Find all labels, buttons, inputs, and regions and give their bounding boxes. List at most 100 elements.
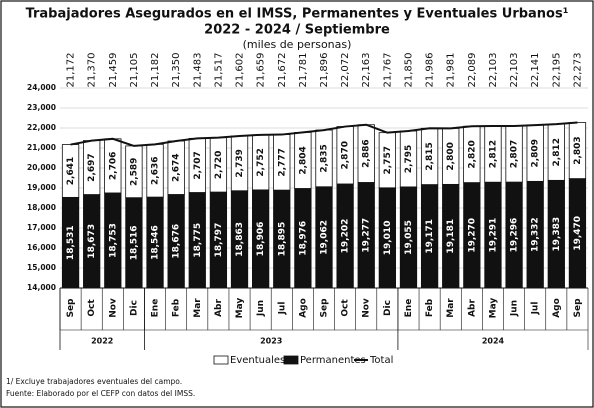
y-tick-label: 16,000 <box>27 243 56 252</box>
total-label: 21,981 <box>446 53 457 88</box>
x-tick-label: May <box>488 298 498 319</box>
total-label: 21,483 <box>192 53 203 88</box>
data-label: 19,277 <box>362 218 372 253</box>
total-label: 21,672 <box>277 53 288 88</box>
data-label: 2,870 <box>341 141 351 169</box>
x-tick-label: Jun <box>256 300 266 317</box>
x-tick-label: Dic <box>383 300 393 316</box>
data-label: 19,383 <box>552 217 562 252</box>
chart-title: Trabajadores Asegurados en el IMSS, Perm… <box>26 7 569 22</box>
total-label: 21,986 <box>425 53 436 88</box>
total-label: 21,767 <box>382 53 393 88</box>
data-label: 18,797 <box>214 223 224 258</box>
total-label: 21,182 <box>150 53 161 88</box>
legend-label: Total <box>369 355 393 366</box>
data-label: 18,775 <box>193 223 203 258</box>
data-label: 19,171 <box>425 219 435 254</box>
total-label: 22,163 <box>361 53 372 88</box>
data-label: 2,800 <box>446 142 456 170</box>
data-label: 19,181 <box>446 219 456 254</box>
data-label: 19,332 <box>531 217 541 252</box>
total-label: 21,517 <box>213 53 224 88</box>
chart-subtitle: 2022 - 2024 / Septiembre <box>204 23 390 38</box>
total-line <box>70 121 578 147</box>
x-tick-label: Ago <box>552 298 562 318</box>
data-label: 18,976 <box>298 221 308 256</box>
data-label: 2,777 <box>277 148 287 176</box>
data-label: 18,546 <box>151 225 161 260</box>
total-label: 22,273 <box>572 53 583 88</box>
x-tick-label: Abr <box>214 299 224 317</box>
x-tick-label: Ene <box>151 299 161 318</box>
data-label: 2,720 <box>214 151 224 179</box>
legend-swatch <box>283 355 299 365</box>
data-label: 19,470 <box>573 216 583 251</box>
data-label: 2,589 <box>129 158 139 186</box>
data-label: 2,752 <box>256 148 266 176</box>
y-tick-label: 20,000 <box>27 163 56 172</box>
data-label: 2,707 <box>193 151 203 179</box>
x-tick-label: Mar <box>193 298 203 318</box>
y-tick-label: 14,000 <box>27 283 56 292</box>
data-label: 2,812 <box>552 138 562 166</box>
total-label: 22,195 <box>551 53 562 88</box>
data-label: 18,753 <box>108 223 118 258</box>
data-label: 2,739 <box>235 149 245 177</box>
data-label: 2,636 <box>151 156 161 184</box>
total-label: 21,781 <box>298 53 309 88</box>
x-tick-label: Sep <box>573 298 583 318</box>
x-tick-label: Nov <box>362 298 372 318</box>
total-label: 21,459 <box>108 53 119 88</box>
data-label: 18,906 <box>256 222 266 257</box>
y-tick-label: 24,000 <box>27 83 56 92</box>
total-label: 21,105 <box>129 53 140 88</box>
data-label: 18,863 <box>235 222 245 257</box>
data-label: 2,835 <box>320 144 330 172</box>
x-tick-label: Jul <box>277 302 287 316</box>
footnote: 1/ Excluye trabajadores eventuales del c… <box>6 377 182 386</box>
total-label: 21,896 <box>319 53 330 88</box>
data-label: 19,270 <box>467 218 477 253</box>
footnote: Fuente: Elaborado por el CEFP con datos … <box>6 389 195 398</box>
legend-label: Permanentes <box>300 355 366 366</box>
data-label: 2,809 <box>531 139 541 167</box>
legend-swatch <box>213 355 229 365</box>
y-tick-label: 18,000 <box>27 203 56 212</box>
data-label: 2,812 <box>488 140 498 168</box>
total-label: 22,072 <box>340 53 351 88</box>
group-label: 2022 <box>91 337 113 346</box>
total-label: 21,172 <box>66 53 77 88</box>
data-label: 18,673 <box>87 224 97 259</box>
data-label: 18,531 <box>66 225 76 260</box>
y-tick-label: 19,000 <box>27 183 56 192</box>
data-label: 2,886 <box>362 139 372 167</box>
data-label: 2,815 <box>425 142 435 170</box>
y-tick-label: 22,000 <box>27 123 56 132</box>
total-label: 21,350 <box>171 53 182 88</box>
data-label: 2,757 <box>383 146 393 174</box>
data-label: 19,291 <box>488 218 498 253</box>
x-tick-label: Mar <box>446 298 456 318</box>
x-tick-label: Feb <box>425 298 435 317</box>
group-label: 2023 <box>260 337 282 346</box>
data-label: 2,641 <box>66 157 76 185</box>
data-label: 2,807 <box>510 140 520 168</box>
total-label: 22,103 <box>509 53 520 88</box>
data-label: 2,820 <box>467 140 477 168</box>
x-tick-label: Ene <box>404 299 414 318</box>
data-label: 18,516 <box>129 225 139 260</box>
x-tick-label: Oct <box>341 299 351 317</box>
total-label: 21,370 <box>87 53 98 88</box>
y-tick-label: 21,000 <box>27 143 56 152</box>
x-tick-label: Nov <box>108 298 118 318</box>
data-label: 2,674 <box>172 154 182 182</box>
total-label: 21,659 <box>256 53 267 88</box>
x-tick-label: Abr <box>467 299 477 317</box>
legend-label: Eventuales <box>230 355 285 366</box>
total-label: 22,141 <box>530 53 541 88</box>
data-label: 19,062 <box>320 220 330 255</box>
data-label: 2,697 <box>87 153 97 181</box>
unit-label: (miles de personas) <box>243 38 352 51</box>
